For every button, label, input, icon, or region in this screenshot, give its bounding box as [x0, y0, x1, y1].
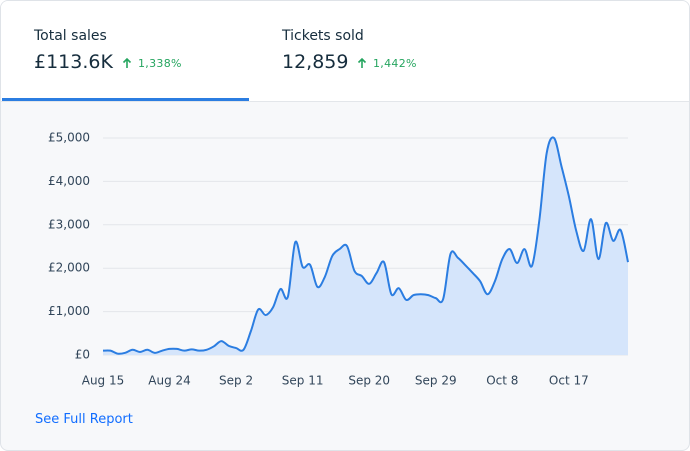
- y-tick-label: £4,000: [48, 174, 90, 188]
- up-arrow: [122, 57, 132, 68]
- y-tick-label: £0: [75, 348, 90, 362]
- area: [103, 137, 628, 355]
- tab-label: Total sales: [34, 28, 107, 44]
- y-tick-label: £3,000: [48, 217, 90, 231]
- chart: £0 £1,000 £2,000 £3,000 £4,000 £5,000 Aug 15 Au…: [48, 131, 629, 388]
- x-tick-label: Sep 11: [282, 374, 324, 388]
- tab-value: £113.6K: [34, 51, 113, 73]
- tab[interactable]: Tickets sold 12,859 1,442%: [249, 1, 497, 101]
- y-tick-label: £5,000: [48, 131, 90, 145]
- y-tick-label: £1,000: [48, 304, 90, 318]
- x-tick-label: Oct 17: [549, 374, 589, 388]
- line: [102, 136, 629, 355]
- x-tick-label: Sep 2: [219, 374, 253, 388]
- tab[interactable]: Total sales £113.6K 1,338%: [1, 1, 249, 101]
- y-tick-label: £2,000: [48, 261, 90, 275]
- tab-header: Total sales £113.6K 1,338% Tickets sold …: [1, 1, 689, 102]
- x-tick-label: Sep 29: [415, 374, 457, 388]
- x-tick-label: Sep 20: [348, 374, 390, 388]
- x-tick-label: Aug 15: [82, 374, 125, 388]
- x-tick-label: Aug 24: [148, 374, 191, 388]
- full-report-link[interactable]: See Full Report: [35, 412, 133, 427]
- up-arrow: [357, 57, 367, 68]
- tab-change: 1,442%: [373, 57, 417, 70]
- tab-label: Tickets sold: [282, 28, 364, 44]
- tab-change: 1,338%: [138, 57, 182, 70]
- tab-value: 12,859: [282, 51, 349, 73]
- x-tick-label: Oct 8: [486, 374, 518, 388]
- active-tab-indicator: [2, 98, 249, 101]
